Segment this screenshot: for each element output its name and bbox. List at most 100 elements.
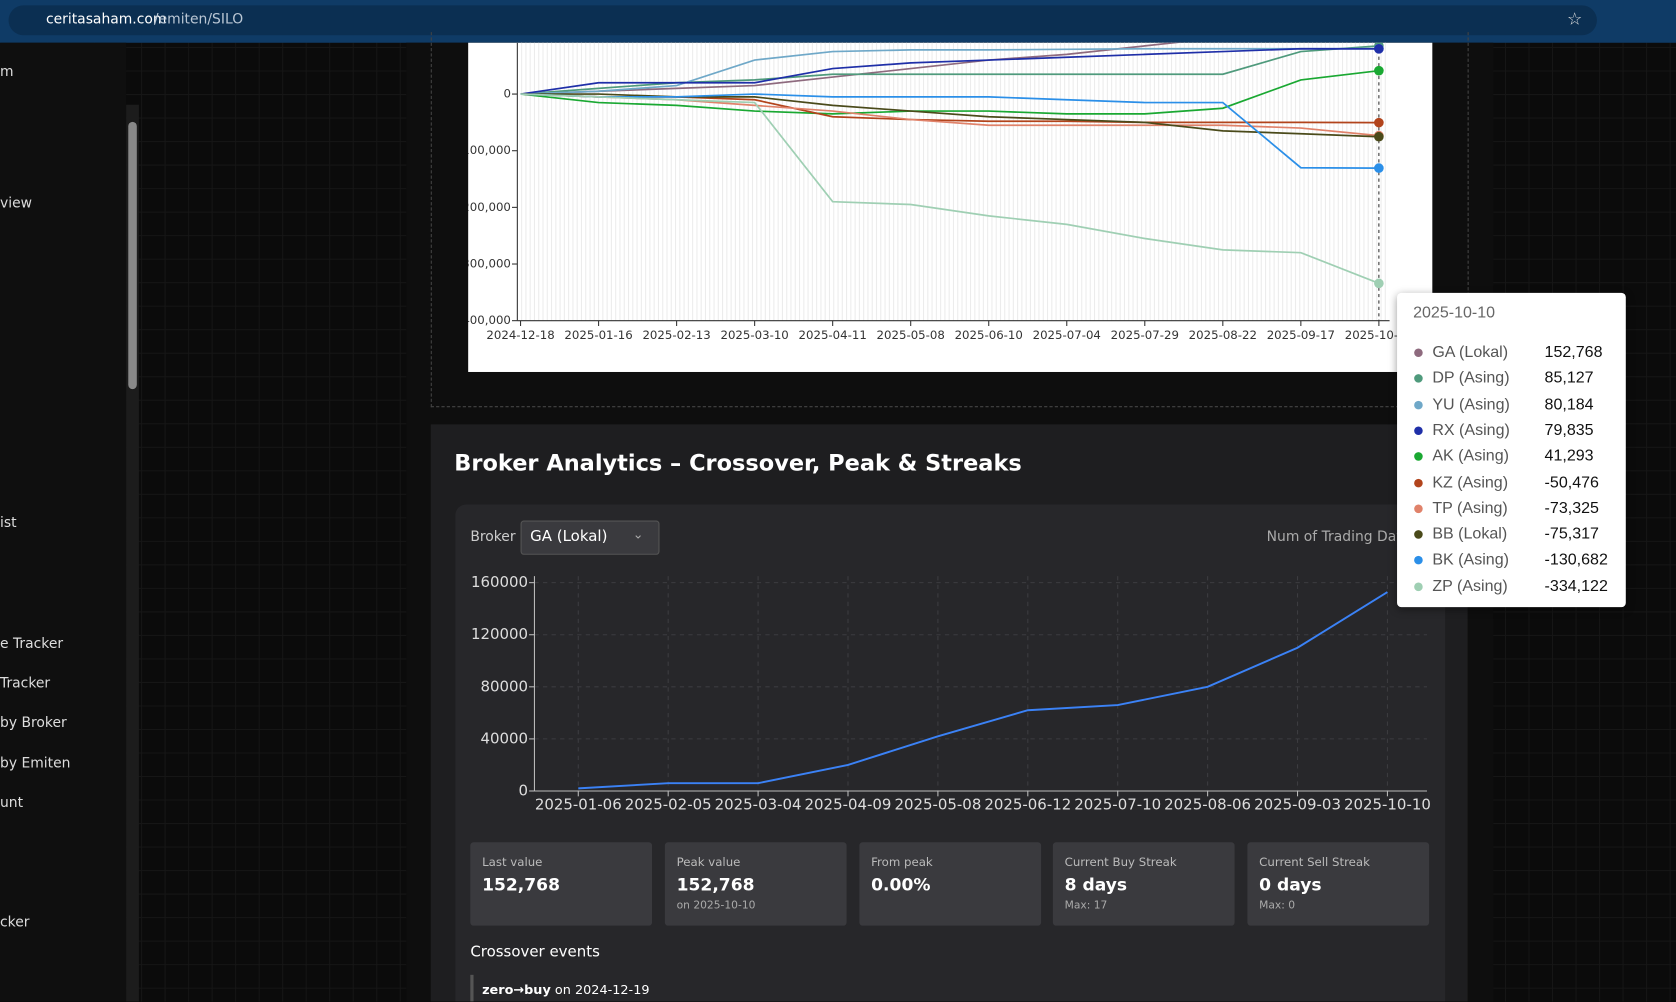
stat-sub: Max: 0 xyxy=(1259,900,1296,912)
sidebar-item: e Tracker xyxy=(0,635,64,653)
x-tick-label: 2025-03-10 xyxy=(720,328,788,342)
broker-selected: GA (Lokal) xyxy=(530,528,608,546)
event-on: on xyxy=(554,982,571,998)
y-tick-label: -100,000 xyxy=(468,143,511,157)
series-value: 85,127 xyxy=(1544,369,1594,388)
x-tick-label: 2025-08-22 xyxy=(1189,328,1257,342)
legend-dot xyxy=(1414,582,1423,591)
x-tick-label: 2025-10-10 xyxy=(1344,795,1431,813)
section-title: Broker Analytics – Crossover, Peak & Str… xyxy=(454,450,1022,476)
x-tick-label: 2025-07-04 xyxy=(1033,328,1101,342)
end-dot xyxy=(1374,163,1384,173)
x-tick-label: 2025-04-11 xyxy=(799,328,867,342)
y-tick-label: 80000 xyxy=(480,677,528,695)
end-dot xyxy=(1374,131,1384,142)
stat-sub: Max: 17 xyxy=(1064,900,1108,912)
tooltip-row: BK (Asing) -130,682 xyxy=(1414,551,1608,569)
series-value: -50,476 xyxy=(1544,472,1599,492)
tooltip-row: RX (Asing) 79,835 xyxy=(1414,421,1594,440)
y-tick-label: 120000 xyxy=(471,625,528,643)
stat-card: Last value 152,768 xyxy=(470,842,653,926)
star-icon[interactable]: ☆ xyxy=(1567,8,1583,29)
y-tick-label: -300,000 xyxy=(468,257,511,271)
series-name: RX (Asing) xyxy=(1432,421,1510,440)
x-tick-label: 2025-01-16 xyxy=(564,328,632,342)
x-tick-label: 2025-02-05 xyxy=(625,795,712,813)
scrollbar xyxy=(126,104,139,1002)
x-tick-label: 2025-07-29 xyxy=(1111,328,1179,342)
y-tick-label: 0 xyxy=(519,781,529,799)
series-value: 41,293 xyxy=(1544,447,1594,466)
series-line xyxy=(520,44,1379,95)
x-tick-label: 2024-12-18 xyxy=(486,328,554,342)
x-tick-label: 2025-06-10 xyxy=(955,328,1023,342)
end-dot xyxy=(1374,117,1384,128)
event-marker xyxy=(470,974,474,1002)
series-name: DP (Asing) xyxy=(1432,369,1510,388)
stat-label: Last value xyxy=(482,855,543,870)
end-dot xyxy=(1374,278,1384,289)
legend-dot xyxy=(1414,478,1423,487)
x-tick-label: 2025-02-13 xyxy=(642,328,710,342)
series-name: ZP (Asing) xyxy=(1432,576,1508,596)
tooltip-date: 2025-10-10 xyxy=(1413,303,1496,322)
series-name: GA (Lokal) xyxy=(1432,343,1509,362)
stat-value: 152,768 xyxy=(482,874,560,895)
series-value: -75,317 xyxy=(1544,524,1599,544)
sidebar-item: Tracker xyxy=(0,675,51,692)
broker-label: Broker xyxy=(470,529,516,546)
stat-label: Current Sell Streak xyxy=(1259,855,1370,870)
y-tick-label: 40000 xyxy=(480,729,528,747)
legend-dot xyxy=(1414,530,1423,539)
tooltip-row: DP (Asing) 85,127 xyxy=(1414,369,1594,388)
series-line xyxy=(578,591,1388,790)
y-tick-label: 0 xyxy=(503,87,510,101)
series-value: -130,682 xyxy=(1544,550,1608,570)
x-tick-label: 2025-03-04 xyxy=(715,795,802,813)
sidebar xyxy=(0,42,127,1002)
chart: 2024-12-18 2025-01-16 2025-02-13 2025-03-10… xyxy=(468,42,1413,342)
sidebar-item: unt xyxy=(0,795,24,812)
stat-value: 0 days xyxy=(1259,874,1322,895)
x-tick-label: 2025-05-08 xyxy=(877,328,945,342)
stat-sub: on 2025-10-10 xyxy=(676,900,756,912)
scroll-thumb[interactable] xyxy=(128,121,137,390)
legend-dot xyxy=(1414,374,1423,383)
series-line xyxy=(520,47,1379,95)
event-date: 2024-12-19 xyxy=(574,982,650,998)
x-tick-label: 2025-05-08 xyxy=(894,795,981,813)
x-tick-label: 2025-10-10 xyxy=(1345,328,1413,342)
sidebar-item: by Broker xyxy=(0,715,67,732)
stat-value: 152,768 xyxy=(676,874,755,895)
series-value: -73,325 xyxy=(1544,498,1599,518)
series-name: KZ (Asing) xyxy=(1432,472,1509,492)
legend-dot xyxy=(1414,452,1423,461)
series-name: BB (Lokal) xyxy=(1432,524,1508,544)
y-tick-label: -200,000 xyxy=(468,200,511,214)
crossover-title: Crossover events xyxy=(470,943,600,961)
tooltip-row: BB (Lokal) -75,317 xyxy=(1414,525,1599,543)
x-tick-label: 2025-08-06 xyxy=(1164,795,1251,813)
series-name: YU (Asing) xyxy=(1432,395,1510,414)
tooltip-row: YU (Asing) 80,184 xyxy=(1414,395,1594,414)
sidebar-item: cker xyxy=(0,914,30,932)
legend-dot xyxy=(1414,556,1423,565)
tooltip-row: TP (Asing) -73,325 xyxy=(1414,499,1599,517)
stat-label: Current Buy Streak xyxy=(1064,855,1177,870)
tooltip: 2025-10-10 GA (Lokal) 152,768 DP (Asing) 85… xyxy=(1397,292,1626,608)
series-name: AK (Asing) xyxy=(1432,447,1509,466)
series-line xyxy=(520,47,1379,95)
series-line xyxy=(520,93,1380,285)
address-bar[interactable]: ceritasaham.com /emiten/SILO ☆ xyxy=(8,5,1597,36)
x-tick-label: 2025-07-10 xyxy=(1074,795,1161,813)
series-line xyxy=(520,42,1182,95)
stat-value: 8 days xyxy=(1064,874,1128,895)
y-tick-label: -400,000 xyxy=(468,313,511,327)
x-tick-label: 2025-01-06 xyxy=(535,795,622,813)
series-line xyxy=(520,69,1379,115)
legend-dot xyxy=(1414,504,1423,513)
broker-select[interactable]: GA (Lokal) ⌄ xyxy=(520,520,660,555)
event-kind: zero→buy xyxy=(482,982,551,998)
stat-value: 0.00% xyxy=(871,874,931,895)
